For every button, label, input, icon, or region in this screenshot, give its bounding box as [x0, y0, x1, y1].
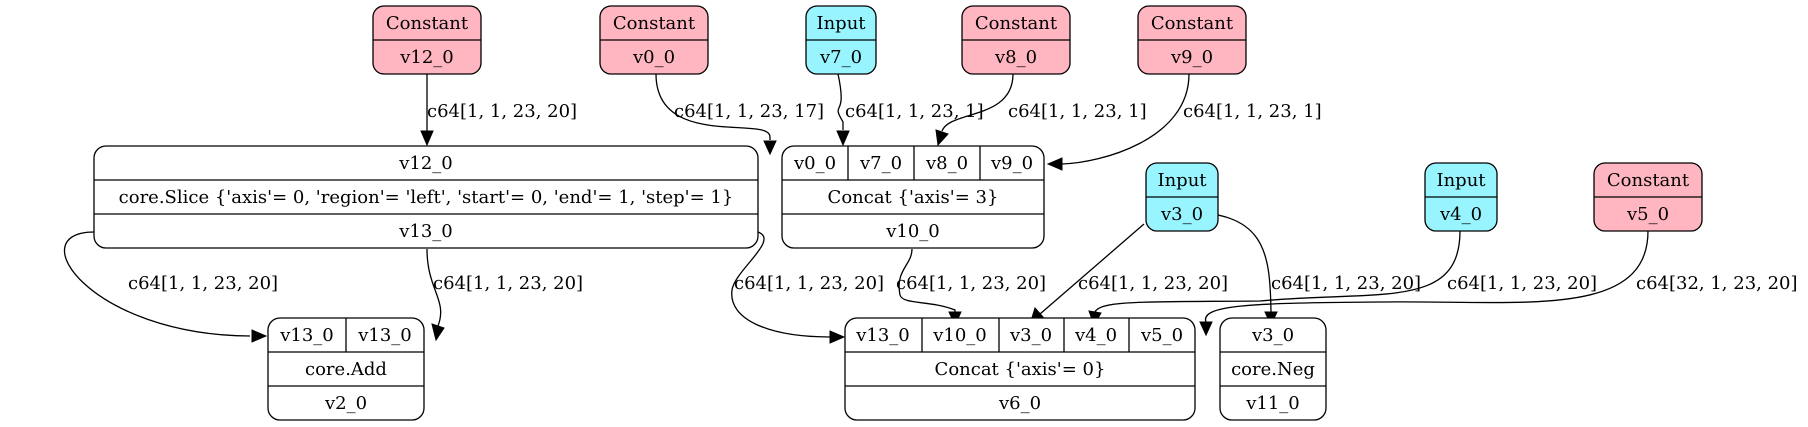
constant-node-v5[interactable]: Constant v5_0: [1593, 162, 1703, 232]
port-input: v7_0: [859, 153, 902, 174]
port-output: v10_0: [885, 221, 940, 242]
node-value: v3_0: [1160, 204, 1203, 225]
op-label: Concat {'axis'= 0}: [935, 359, 1106, 380]
arrowhead: [935, 129, 949, 147]
input-node-v7[interactable]: Input v7_0: [805, 5, 877, 75]
node-title: Input: [816, 13, 866, 34]
node-title: Input: [1436, 170, 1486, 191]
arrowhead: [1046, 157, 1063, 171]
constant-node-v12[interactable]: Constant v12_0: [372, 5, 482, 75]
arrowhead: [420, 130, 434, 147]
op-node-slice[interactable]: v12_0 core.Slice {'axis'= 0, 'region'= '…: [93, 145, 759, 249]
node-title: Constant: [1151, 13, 1234, 34]
port-input: v9_0: [990, 153, 1033, 174]
port-input: v0_0: [793, 153, 836, 174]
constant-node-v8[interactable]: Constant v8_0: [961, 5, 1071, 75]
port-output: v6_0: [998, 393, 1041, 414]
edge-label: c64[32, 1, 23, 20]: [1636, 273, 1798, 294]
node-value: v9_0: [1170, 47, 1213, 68]
op-label: core.Slice {'axis'= 0, 'region'= 'left',…: [119, 187, 734, 208]
arrowhead: [431, 323, 445, 342]
edge-slice-add-b: [426, 248, 442, 327]
node-value: v12_0: [399, 47, 454, 68]
edge-label: c64[1, 1, 23, 20]: [1271, 273, 1421, 294]
constant-node-v9[interactable]: Constant v9_0: [1137, 5, 1247, 75]
port-input: v10_0: [932, 325, 987, 346]
edge-v7-concat3: [837, 73, 844, 130]
edge-slice-add-a: [63, 231, 251, 337]
port-input: v13_0: [855, 325, 910, 346]
node-value: v0_0: [632, 47, 675, 68]
arrowhead: [829, 330, 846, 344]
node-title: Constant: [1607, 170, 1690, 191]
port-input: v12_0: [398, 153, 453, 174]
edge-label: c64[1, 1, 23, 17]: [674, 101, 824, 122]
op-label: core.Neg: [1231, 359, 1315, 380]
edge-v3-concat0: [1039, 223, 1145, 315]
node-value: v7_0: [819, 47, 862, 68]
edge-label: c64[1, 1, 23, 20]: [128, 273, 278, 294]
port-output: v11_0: [1245, 393, 1300, 414]
arrowhead: [251, 329, 268, 343]
edge-concat3-concat0: [898, 248, 956, 312]
port-output: v13_0: [398, 221, 453, 242]
input-node-v4[interactable]: Input v4_0: [1424, 162, 1498, 232]
port-input: v5_0: [1140, 325, 1183, 346]
edge-v8-concat3: [941, 73, 1014, 132]
op-node-add[interactable]: v13_0 v13_0 core.Add v2_0: [267, 317, 425, 421]
edge-label: c64[1, 1, 23, 1]: [1008, 101, 1147, 122]
edge-label: c64[1, 1, 23, 20]: [1078, 273, 1228, 294]
port-input: v3_0: [1251, 325, 1294, 346]
constant-node-v0[interactable]: Constant v0_0: [599, 5, 709, 75]
port-input: v3_0: [1009, 325, 1052, 346]
edge-label: c64[1, 1, 23, 20]: [896, 273, 1046, 294]
edge-v4-concat0: [1094, 230, 1461, 313]
input-node-v3[interactable]: Input v3_0: [1145, 162, 1219, 232]
node-title: Constant: [613, 13, 696, 34]
node-value: v8_0: [994, 47, 1037, 68]
edge-slice-concat0: [731, 231, 831, 338]
node-title: Constant: [386, 13, 469, 34]
node-title: Input: [1157, 170, 1207, 191]
arrowhead: [836, 130, 850, 147]
edge-v0-concat3: [655, 73, 771, 140]
edge-label: c64[1, 1, 23, 20]: [1447, 273, 1597, 294]
edge-label: c64[1, 1, 23, 1]: [1183, 101, 1322, 122]
edge-labels: c64[1, 1, 23, 20] c64[1, 1, 23, 17] c64[…: [128, 101, 1798, 294]
port-output: v2_0: [324, 393, 367, 414]
op-node-concat-axis0[interactable]: v13_0 v10_0 v3_0 v4_0 v5_0 Concat {'axis…: [844, 317, 1196, 421]
node-title: Constant: [975, 13, 1058, 34]
edge-label: c64[1, 1, 23, 20]: [433, 273, 583, 294]
edge-label: c64[1, 1, 23, 20]: [734, 273, 884, 294]
port-input: v8_0: [925, 153, 968, 174]
port-input: v4_0: [1074, 325, 1117, 346]
port-input: v13_0: [279, 325, 334, 346]
op-label: Concat {'axis'= 3}: [828, 187, 999, 208]
arrowhead: [763, 140, 777, 156]
arrowhead: [1199, 321, 1213, 337]
edge-v5-concat0: [1204, 230, 1649, 323]
port-input: v13_0: [357, 325, 412, 346]
op-node-concat-axis3[interactable]: v0_0 v7_0 v8_0 v9_0 Concat {'axis'= 3} v…: [781, 145, 1045, 249]
edge-label: c64[1, 1, 23, 1]: [845, 101, 984, 122]
node-value: v5_0: [1626, 204, 1669, 225]
op-label: core.Add: [305, 359, 387, 380]
op-node-neg[interactable]: v3_0 core.Neg v11_0: [1219, 317, 1327, 421]
edge-v9-concat3: [1061, 73, 1190, 165]
edge-label: c64[1, 1, 23, 20]: [427, 101, 577, 122]
node-value: v4_0: [1439, 204, 1482, 225]
